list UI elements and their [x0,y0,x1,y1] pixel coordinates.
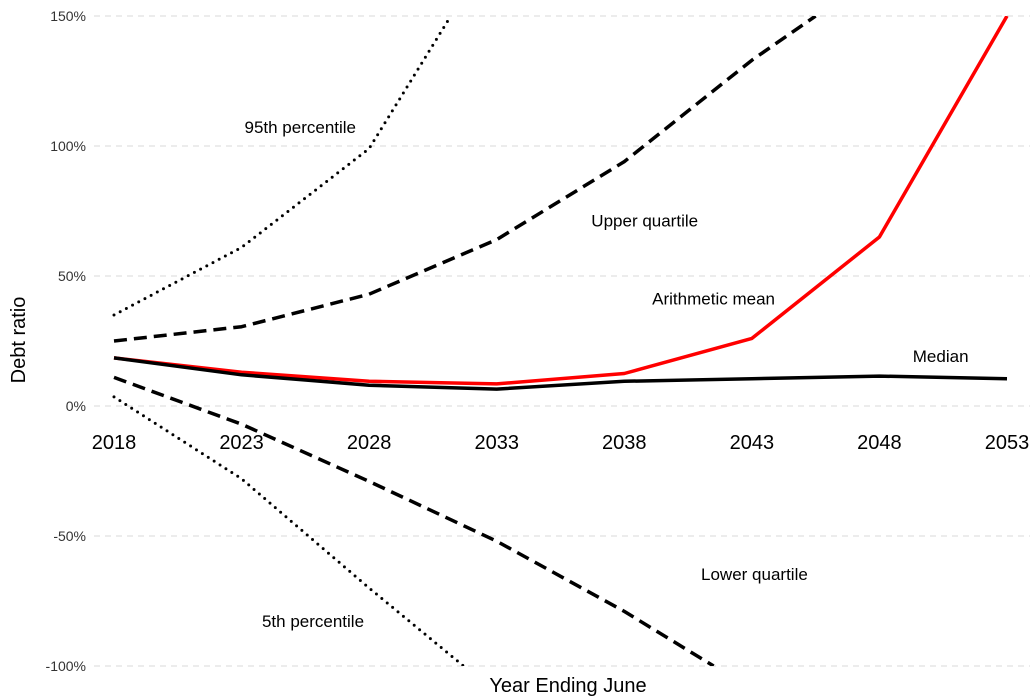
y-tick-label: 150% [50,8,86,24]
y-tick-label: 100% [50,138,86,154]
x-tick-labels: 2018 2023 2028 2033 2038 2043 2048 2053 [92,432,1030,454]
series-line-lower-quartile [113,375,715,666]
x-tick-label: 2043 [730,432,775,454]
series-line-upper-quartile [113,16,817,343]
y-tick-label: 50% [58,268,86,284]
series-line-median [113,356,1008,391]
x-axis-title: Year Ending June [489,675,646,697]
x-tick-label: 2033 [474,432,519,454]
x-tick-label: 2053 [985,432,1030,454]
series-lines [112,16,1009,666]
x-tick-label: 2038 [602,432,647,454]
series-line-arithmetic-mean [113,16,1009,386]
annotation-median: Median [913,347,969,366]
annotation-arithmetic-mean: Arithmetic mean [652,290,775,309]
x-tick-label: 2048 [857,432,902,454]
annotation-lower-quartile: Lower quartile [701,565,808,584]
x-tick-label: 2023 [219,432,264,454]
x-tick-label: 2028 [347,432,392,454]
y-tick-label: -100% [46,658,86,674]
annotation-95th-percentile: 95th percentile [244,118,356,137]
annotation-5th-percentile: 5th percentile [262,612,364,631]
series-line-95th-percentile [112,16,453,317]
annotation-upper-quartile: Upper quartile [591,212,698,231]
y-tick-label: 0% [66,398,86,414]
series-annotations: 95th percentile Upper quartile Arithmetic … [244,118,968,631]
y-axis-title: Debt ratio [8,297,30,384]
y-tick-label: -50% [53,528,86,544]
x-tick-label: 2018 [92,432,137,454]
series-line-5th-percentile [112,395,465,666]
y-tick-labels: 150% 100% 50% 0% -50% -100% [46,8,86,674]
grid-lines [94,15,1030,667]
